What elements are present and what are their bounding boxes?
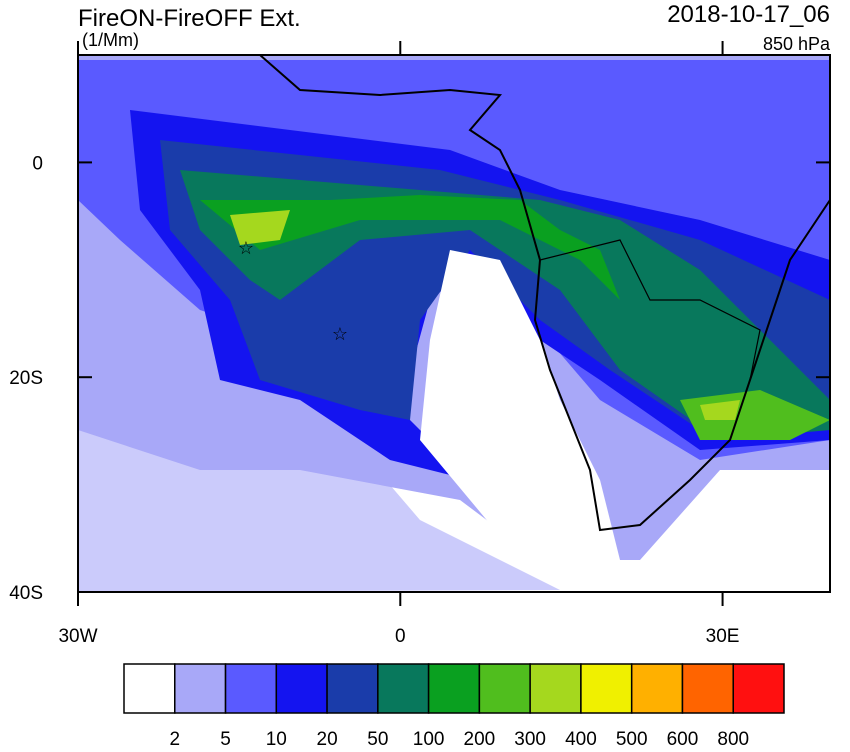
colorbar-box [275, 663, 328, 714]
axes: 0 20S 40S 30W 0 30E [9, 41, 830, 647]
colorbar-label: 50 [367, 729, 388, 747]
lat-tick-label: 0 [32, 153, 43, 174]
colorbar-label: 800 [717, 729, 749, 747]
colorbar-box [478, 663, 531, 714]
colorbar-box [224, 663, 278, 714]
colorbar-box [427, 663, 481, 714]
level: 850 hPa [763, 34, 831, 54]
lon-tick-label: 30E [706, 626, 740, 647]
colorbar: 2 5 10 20 50 100 200 300 400 500 600 800 [123, 663, 785, 750]
units: (1/Mm) [82, 30, 139, 50]
colorbar-box [377, 663, 430, 714]
lat-tick-label: 40S [9, 583, 43, 604]
lon-tick-label: 30W [58, 626, 97, 647]
colorbar-label: 100 [413, 729, 445, 747]
colorbar-box [681, 663, 734, 714]
lat-tick-label: 20S [9, 368, 43, 389]
colorbar-label: 20 [317, 729, 338, 747]
colorbar-label: 5 [220, 729, 231, 747]
colorbar-label: 600 [667, 729, 699, 747]
colorbar-label: 10 [266, 729, 287, 747]
colorbar-label: 300 [514, 729, 546, 747]
svg-text:☆: ☆ [238, 238, 254, 258]
svg-text:☆: ☆ [332, 324, 348, 344]
colorbar-box [732, 663, 785, 714]
colorbar-box [630, 663, 684, 714]
title: FireON-FireOFF Ext. [78, 5, 301, 32]
colorbar-box [529, 663, 582, 714]
colorbar-box [123, 663, 176, 714]
map-field: ☆ ☆ [78, 55, 830, 592]
map-frame [77, 54, 831, 593]
colorbar-box [174, 663, 227, 714]
colorbar-label: 500 [616, 729, 648, 747]
lon-tick-label: 0 [395, 626, 406, 647]
colorbar-label: 2 [169, 729, 180, 747]
date: 2018-10-17_06 [667, 1, 830, 28]
colorbar-box [580, 663, 633, 714]
colorbar-label: 400 [565, 729, 597, 747]
colorbar-label: 200 [464, 729, 496, 747]
colorbar-box [326, 663, 379, 714]
